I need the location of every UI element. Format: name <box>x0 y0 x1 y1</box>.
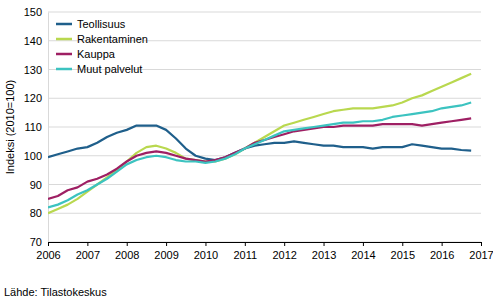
x-tick: 2013 <box>312 242 336 261</box>
grid-line <box>48 213 481 214</box>
x-tick-label: 2010 <box>194 249 218 261</box>
legend-swatch <box>56 23 72 26</box>
legend-label: Muut palvelut <box>77 63 142 75</box>
x-tick-mark <box>245 242 246 246</box>
grid <box>48 12 481 242</box>
grid-line <box>48 242 481 243</box>
x-tick-mark <box>442 242 443 246</box>
series-line <box>48 74 471 213</box>
y-tick-label: 130 <box>24 64 42 76</box>
x-tick: 2012 <box>272 242 296 261</box>
plot-area <box>48 74 471 213</box>
legend-label: Rakentaminen <box>77 33 148 45</box>
x-tick-mark <box>166 242 167 246</box>
x-tick: 2015 <box>391 242 415 261</box>
y-tick-label: 140 <box>24 35 42 47</box>
x-tick-mark <box>205 242 206 246</box>
x-tick-mark <box>87 242 88 246</box>
legend-swatch <box>56 68 72 71</box>
y-tick: 110 <box>24 121 48 133</box>
x-axis-line <box>49 242 482 243</box>
source: Lähde: Tilastokeskus <box>4 286 107 298</box>
y-tick: 70 <box>30 236 48 248</box>
y-tick: 150 <box>24 6 48 18</box>
legend-item: Teollisuus <box>56 18 126 30</box>
legend-label: Kauppa <box>77 48 116 60</box>
x-axis: 2006 2007 2008 2009 2010 2011 2012 2013 2014 2015… <box>36 242 493 261</box>
y-tick-label: 70 <box>30 236 42 248</box>
legend-item: Kauppa <box>56 48 116 60</box>
y-tick-label: 80 <box>30 207 42 219</box>
y-tick: 100 <box>24 150 48 162</box>
legend-swatch <box>56 53 72 56</box>
x-tick-label: 2016 <box>430 249 454 261</box>
y-tick: 140 <box>24 35 48 47</box>
x-tick-mark <box>324 242 325 246</box>
y-tick-label: 120 <box>24 92 42 104</box>
x-tick: 2007 <box>76 242 100 261</box>
y-tick: 80 <box>30 207 48 219</box>
y-tick-label: 110 <box>24 121 42 133</box>
x-tick: 2009 <box>154 242 178 261</box>
x-tick: 2006 <box>36 242 60 261</box>
y-axis: 70 80 90 100 110 120 130 140 150 <box>24 6 49 248</box>
x-tick-label: 2012 <box>272 249 296 261</box>
x-tick-mark <box>284 242 285 246</box>
x-tick-label: 2013 <box>312 249 336 261</box>
x-tick-label: 2008 <box>115 249 139 261</box>
x-tick-label: 2011 <box>233 249 257 261</box>
x-tick-label: 2017 <box>469 249 493 261</box>
legend-swatch <box>56 38 72 41</box>
x-tick: 2010 <box>194 242 218 261</box>
x-tick-mark <box>363 242 364 246</box>
grid-line <box>48 127 481 128</box>
grid-line <box>48 12 481 13</box>
legend-label: Teollisuus <box>77 18 126 30</box>
x-tick-label: 2015 <box>391 249 415 261</box>
grid-line <box>48 155 481 156</box>
x-tick: 2016 <box>430 242 454 261</box>
y-tick: 120 <box>24 92 48 104</box>
y-tick-label: 150 <box>24 6 42 18</box>
x-tick: 2017 <box>469 242 493 261</box>
y-tick: 90 <box>30 179 48 191</box>
x-tick: 2011 <box>233 242 257 261</box>
y-tick-label: 90 <box>30 179 42 191</box>
y-tick-label: 100 <box>24 150 42 162</box>
x-tick: 2014 <box>351 242 375 261</box>
x-tick-mark <box>402 242 403 246</box>
x-tick-label: 2006 <box>36 249 60 261</box>
x-tick-mark <box>127 242 128 246</box>
x-tick-label: 2014 <box>351 249 375 261</box>
x-tick-label: 2007 <box>76 249 100 261</box>
legend-item: Muut palvelut <box>56 63 142 75</box>
series-line <box>48 103 471 208</box>
x-tick: 2008 <box>115 242 139 261</box>
series-line <box>48 118 471 199</box>
legend: Teollisuus Rakentaminen Kauppa Muut palvelu… <box>56 18 148 75</box>
x-tick-mark <box>481 242 482 246</box>
x-tick-label: 2009 <box>154 249 178 261</box>
grid-line <box>48 184 481 185</box>
chart: 70 80 90 100 110 120 130 140 150 2006 2007 2008 2009… <box>0 0 493 304</box>
y-axis-title: Indeksi (2010=100) <box>4 80 16 174</box>
legend-item: Rakentaminen <box>56 33 148 45</box>
y-tick: 130 <box>24 64 48 76</box>
x-tick-mark <box>48 242 49 246</box>
